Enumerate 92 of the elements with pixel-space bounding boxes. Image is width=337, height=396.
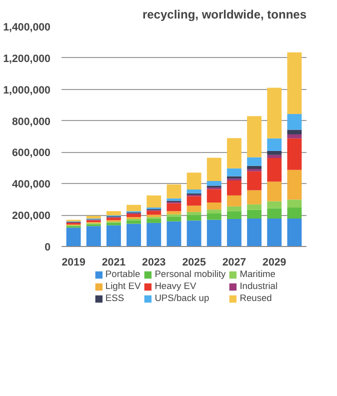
- bar: [247, 204, 262, 210]
- y-tick-label: 800,000: [12, 116, 51, 128]
- bar: [226, 219, 242, 246]
- bar: [186, 172, 202, 190]
- bar: [106, 218, 121, 220]
- y-tick-label: 600,000: [12, 147, 51, 160]
- bar: [287, 138, 302, 170]
- legend-label: Reused: [240, 293, 272, 303]
- bar: [166, 216, 182, 222]
- bar: [247, 190, 262, 204]
- bar: [287, 114, 302, 130]
- bar: [146, 195, 162, 208]
- bar: [86, 216, 101, 219]
- legend-label: Maritime: [240, 269, 276, 279]
- y-tick-label: 1,400,000: [3, 22, 51, 34]
- bar: [226, 195, 242, 206]
- bar: [267, 138, 282, 151]
- bar: [267, 150, 282, 155]
- x-tick-label: 2027: [222, 256, 246, 268]
- bar: [206, 210, 222, 214]
- bar: [186, 206, 202, 212]
- bar: [247, 157, 262, 166]
- bar: [66, 228, 81, 246]
- bar: [267, 208, 282, 219]
- legend-label: ESS: [105, 293, 126, 303]
- bar: [247, 171, 262, 190]
- bar: [267, 154, 282, 158]
- bar: [287, 218, 302, 246]
- bar: [226, 211, 242, 219]
- x-tick-label: 2021: [102, 256, 126, 268]
- bar: [226, 168, 242, 176]
- bar: [166, 203, 182, 212]
- bar: [86, 226, 101, 246]
- y-tick-label: 0: [44, 242, 51, 254]
- bar: [106, 225, 121, 246]
- bar: [206, 180, 222, 186]
- bar: [186, 212, 202, 216]
- bar: [106, 222, 121, 226]
- bar: [267, 158, 282, 182]
- bar: [166, 198, 182, 201]
- bar: [247, 210, 262, 219]
- bar: [287, 134, 302, 138]
- bar: [247, 116, 262, 158]
- bar: [206, 202, 222, 210]
- bar: [206, 189, 222, 202]
- bar: [186, 220, 202, 246]
- bar: [287, 200, 302, 208]
- y-tick-label: 1,200,000: [3, 52, 51, 65]
- legend-label: Personal mobility: [154, 269, 226, 279]
- bar: [146, 222, 162, 246]
- bar: [247, 166, 262, 170]
- legend-label: Heavy EV: [154, 281, 196, 291]
- bar: [267, 201, 282, 208]
- bar: [186, 215, 202, 221]
- y-tick-label: 1,000,000: [3, 84, 51, 96]
- bar: [166, 184, 182, 198]
- y-tick-label: 200,000: [12, 210, 51, 222]
- x-tick-label: 2019: [62, 256, 86, 268]
- x-tick-label: 2023: [142, 256, 166, 268]
- bar: [206, 220, 222, 246]
- bar: [267, 218, 282, 246]
- bar: [186, 196, 202, 206]
- legend-label: Light EV: [105, 281, 141, 291]
- bar: [126, 224, 142, 246]
- bar: [166, 211, 182, 214]
- bar: [287, 130, 302, 134]
- bar: [206, 214, 222, 220]
- bar: [226, 206, 242, 212]
- chart-title: recycling, worldwide, tonnes: [142, 8, 307, 22]
- bar: [226, 138, 242, 168]
- bar: [206, 158, 222, 181]
- y-tick-label: 400,000: [12, 178, 51, 191]
- bar: [287, 208, 302, 219]
- bar: [106, 211, 121, 216]
- bar: [126, 204, 142, 212]
- bar: [287, 52, 302, 114]
- bar: [267, 88, 282, 138]
- bar: [226, 180, 242, 196]
- bar: [186, 189, 202, 194]
- bar: [126, 220, 142, 224]
- legend-label: Industrial: [240, 281, 278, 291]
- x-tick-label: 2025: [182, 256, 206, 268]
- bar: [146, 210, 162, 215]
- bar: [166, 221, 182, 246]
- bar: [267, 182, 282, 202]
- bar: [126, 214, 142, 218]
- x-tick-label: 2029: [262, 256, 286, 268]
- bar: [247, 218, 262, 246]
- bar: [146, 219, 162, 223]
- legend-label: Portable: [105, 269, 140, 279]
- bar: [287, 170, 302, 200]
- legend-label: UPS/back up: [154, 293, 210, 303]
